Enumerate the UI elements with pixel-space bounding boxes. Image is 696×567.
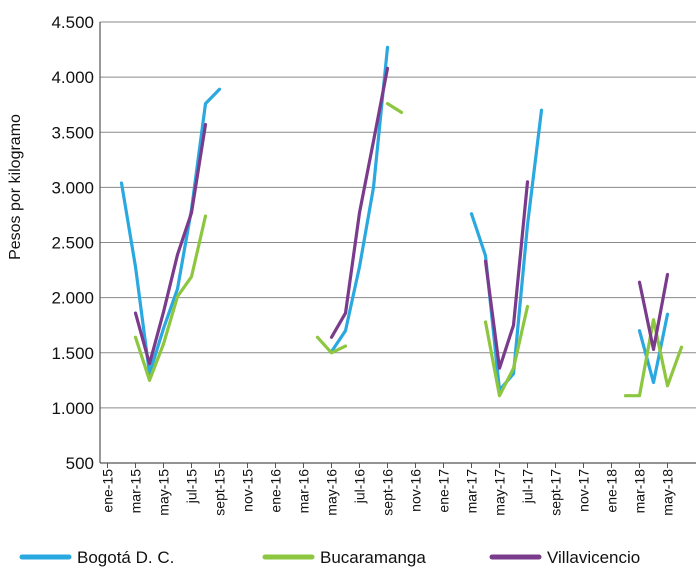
x-tick-labels: ene-15 mar-15 may-15 jul-15 sept-15 nov-15 ene… <box>100 463 676 516</box>
y-tick-label: 1.000 <box>51 399 94 418</box>
x-tick-label: jul-15 <box>184 469 200 504</box>
y-tick-label: 3.500 <box>51 123 94 142</box>
x-tick-label: mar-17 <box>464 469 480 514</box>
x-tick-label: sept-15 <box>212 469 228 516</box>
y-tick-labels: 500 1.000 1.500 2.000 2.500 3.000 3.500 4.000 4.… <box>51 13 94 473</box>
x-tick-label: may-17 <box>492 469 508 516</box>
legend-label: Villavicencio <box>547 548 640 567</box>
legend-label: Bucaramanga <box>320 548 426 567</box>
x-tick-label: may-15 <box>156 469 172 516</box>
x-tick-label: jul-17 <box>520 469 536 504</box>
x-tick-label: mar-15 <box>128 469 144 514</box>
x-tick-label: ene-17 <box>436 469 452 513</box>
legend-label: Bogotá D. C. <box>77 548 174 567</box>
y-tick-label: 2.000 <box>51 289 94 308</box>
x-tick-label: may-16 <box>324 469 340 516</box>
x-tick-label: jul-16 <box>352 469 368 504</box>
y-tick-label: 4.000 <box>51 68 94 87</box>
series-line-villavicencio <box>133 66 670 370</box>
x-tick-label: ene-16 <box>268 469 284 513</box>
series-line-bogot-d-c- <box>119 45 670 392</box>
axes <box>99 22 696 464</box>
y-tick-label: 2.500 <box>51 234 94 253</box>
series-line-bucaramanga <box>133 102 684 398</box>
x-tick-label: nov-15 <box>240 469 256 512</box>
x-tick-label: sept-17 <box>548 469 564 516</box>
x-tick-label: may-18 <box>660 469 676 516</box>
x-tick-label: mar-16 <box>296 469 312 514</box>
x-tick-label: nov-16 <box>408 469 424 512</box>
x-tick-label: mar-18 <box>632 469 648 514</box>
y-tick-label: 3.000 <box>51 178 94 197</box>
x-tick-label: ene-18 <box>604 469 620 513</box>
series-lines <box>119 45 684 398</box>
y-axis-label: Pesos por kilogramo <box>7 114 24 260</box>
y-tick-label: 500 <box>66 454 94 473</box>
x-tick-label: nov-17 <box>576 469 592 512</box>
x-tick-label: sept-16 <box>380 469 396 516</box>
y-tick-label: 4.500 <box>51 13 94 32</box>
legend: Bogotá D. C. Bucaramanga Villavicencio <box>19 548 640 567</box>
y-tick-label: 1.500 <box>51 344 94 363</box>
x-tick-label: ene-15 <box>100 469 116 513</box>
gridlines <box>100 21 696 464</box>
